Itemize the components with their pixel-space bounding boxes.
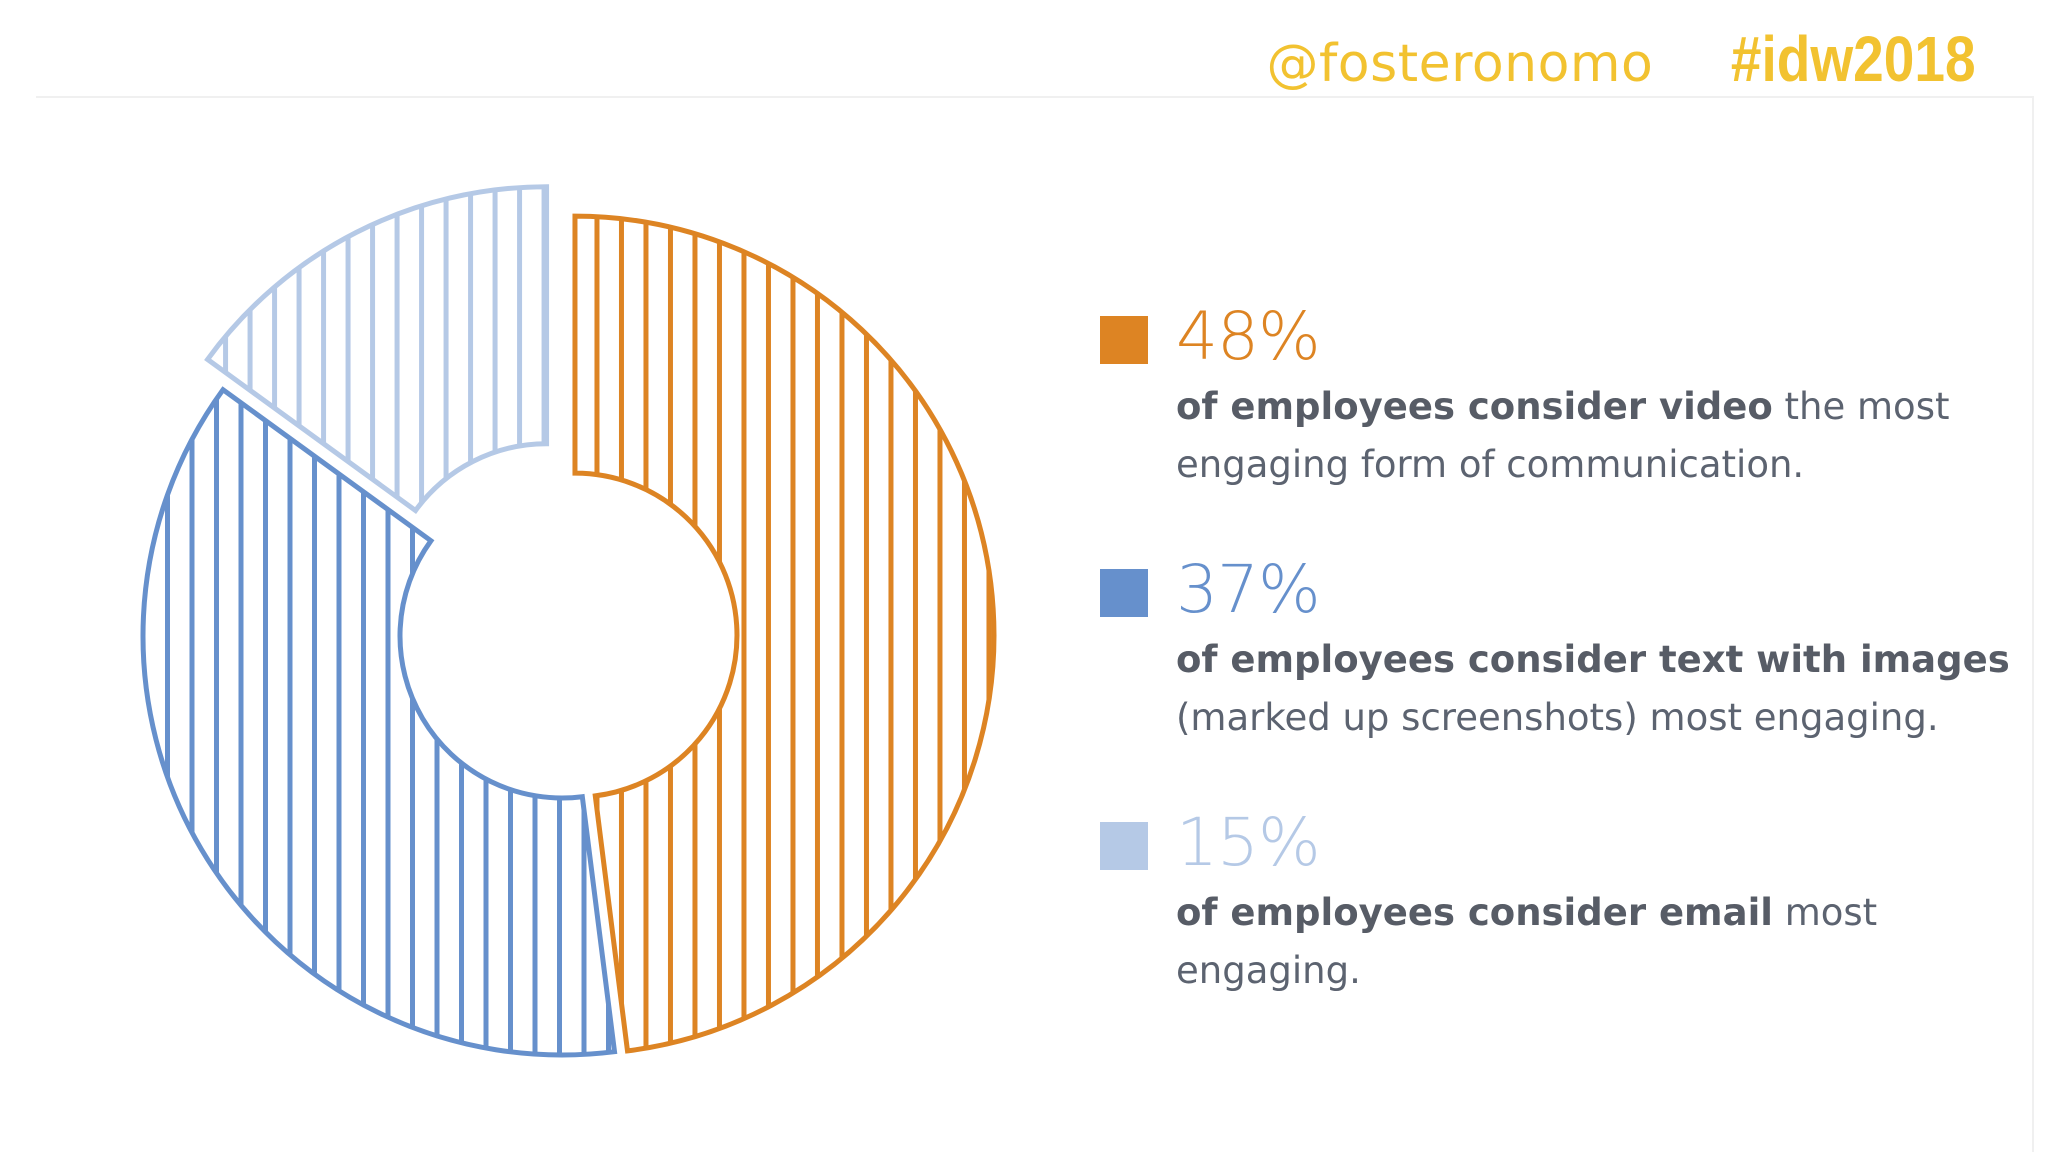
chart-legend: 48% of employees consider video the most…	[1100, 298, 2010, 1059]
legend-entry-video: 48% of employees consider video the most…	[1100, 298, 2000, 553]
header-divider	[36, 96, 2034, 98]
slice-outline	[140, 386, 618, 1058]
legend-description-email: of employees consider email most engagin…	[1176, 884, 2036, 1000]
legend-description-rest: the most engaging form of communication.	[1176, 385, 1950, 486]
legend-description-rest: (marked up screenshots) most engaging.	[1176, 696, 1939, 739]
event-hashtag: #idw2018	[1731, 23, 1976, 95]
legend-description-rest: most engaging.	[1176, 891, 1878, 992]
legend-percent-email: 15%	[1176, 804, 1321, 881]
legend-description-bold: of employees consider email	[1176, 891, 1773, 934]
legend-entry-email: 15% of employees consider email most eng…	[1100, 804, 2000, 1059]
legend-description-bold: of employees consider text with images	[1176, 638, 2010, 681]
legend-swatch-text-images	[1100, 569, 1148, 617]
slice-outline	[204, 184, 550, 514]
slide-header: @fosteronomo #idw2018	[1266, 22, 1976, 96]
slide-edge	[2032, 98, 2034, 1152]
legend-entry-text-images: 37% of employees consider text with imag…	[1100, 551, 2010, 806]
legend-swatch-video	[1100, 316, 1148, 364]
legend-percent-video: 48%	[1176, 298, 1321, 375]
legend-description-text-images: of employees consider text with images (…	[1176, 631, 2036, 747]
legend-description-bold: of employees consider video	[1176, 385, 1773, 428]
legend-description-video: of employees consider video the most eng…	[1176, 378, 2036, 494]
twitter-handle: @fosteronomo	[1266, 34, 1654, 94]
donut-slice-2	[204, 184, 550, 514]
legend-swatch-email	[1100, 822, 1148, 870]
slice-outline	[572, 213, 997, 1054]
legend-percent-text-images: 37%	[1176, 551, 1321, 628]
